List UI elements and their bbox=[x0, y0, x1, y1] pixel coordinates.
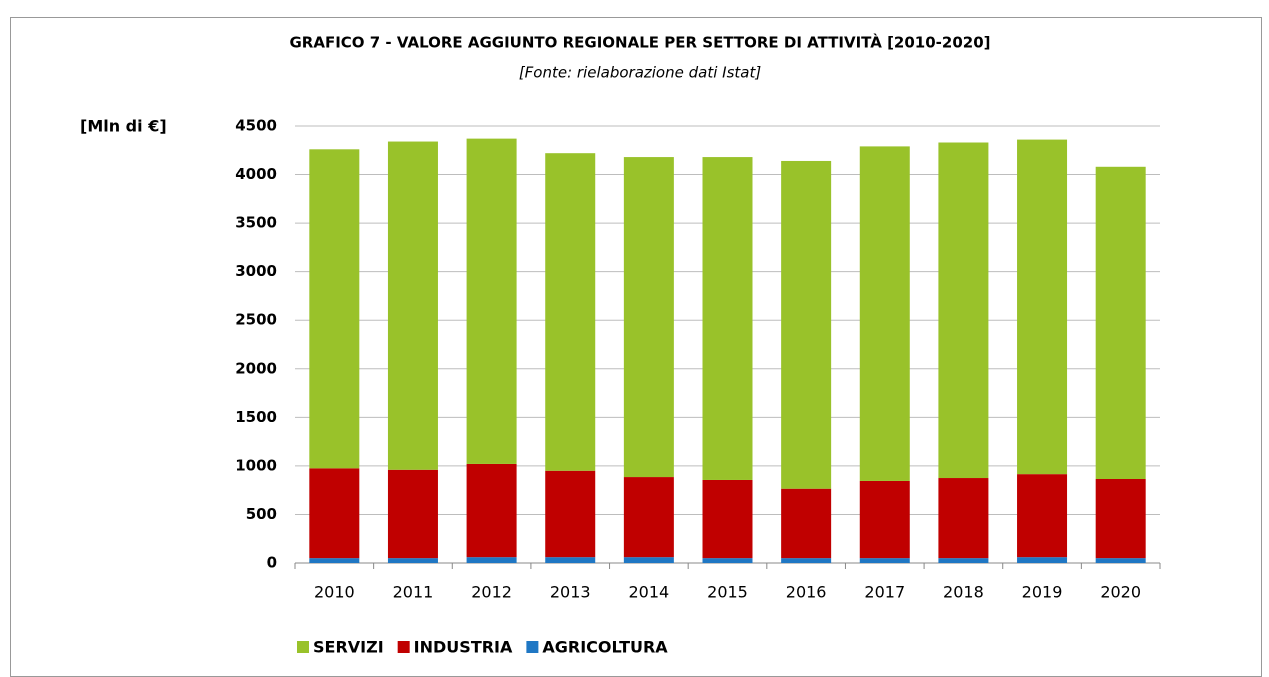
legend-label: SERVIZI bbox=[313, 638, 384, 657]
bar-segment bbox=[309, 468, 360, 559]
legend-label: INDUSTRIA bbox=[414, 638, 513, 657]
bar-segment bbox=[545, 557, 596, 563]
bar-segment bbox=[309, 149, 360, 469]
bar-segment bbox=[623, 157, 674, 478]
bar-segment bbox=[1095, 478, 1146, 559]
x-tick-label: 2012 bbox=[471, 583, 512, 602]
bar-segment bbox=[545, 153, 596, 471]
x-tick-label: 2016 bbox=[786, 583, 827, 602]
y-tick-label: 1500 bbox=[235, 408, 277, 426]
legend-swatch bbox=[297, 641, 309, 653]
x-tick-label: 2015 bbox=[707, 583, 748, 602]
bar-segment bbox=[938, 558, 989, 563]
y-tick-label: 500 bbox=[246, 505, 277, 523]
bar-segment bbox=[702, 157, 753, 480]
y-tick-label: 0 bbox=[267, 554, 277, 572]
y-tick-label: 4000 bbox=[235, 165, 277, 183]
bar-segment bbox=[859, 480, 910, 559]
x-tick-label: 2019 bbox=[1022, 583, 1063, 602]
y-tick-label: 4500 bbox=[235, 117, 277, 135]
bar-segment bbox=[781, 488, 832, 559]
x-tick-label: 2013 bbox=[550, 583, 591, 602]
x-tick-label: 2018 bbox=[943, 583, 984, 602]
y-tick-label: 1000 bbox=[235, 456, 277, 474]
bar-segment bbox=[702, 479, 753, 559]
legend-swatch bbox=[397, 641, 410, 653]
bar-segment bbox=[1095, 558, 1146, 563]
y-tick-label: 3500 bbox=[235, 214, 277, 232]
chart-title: GRAFICO 7 - VALORE AGGIUNTO REGIONALE PE… bbox=[289, 33, 990, 52]
legend-swatch bbox=[526, 641, 539, 653]
bar-segment bbox=[781, 160, 832, 489]
bar-segment bbox=[859, 146, 910, 481]
bar-segment bbox=[387, 141, 438, 470]
bar-segment bbox=[1017, 474, 1068, 558]
bar-segment bbox=[938, 142, 989, 479]
bar-segment bbox=[545, 470, 596, 558]
bar-segment bbox=[702, 558, 753, 563]
y-tick-label: 2500 bbox=[235, 311, 277, 329]
bar-segment bbox=[309, 558, 360, 563]
bar-segment bbox=[466, 138, 517, 464]
bar-segment bbox=[938, 478, 989, 559]
bar-segment bbox=[466, 463, 517, 558]
bar-segment bbox=[387, 558, 438, 563]
bar-segment bbox=[387, 469, 438, 559]
y-tick-label: 2000 bbox=[235, 359, 277, 377]
x-tick-label: 2010 bbox=[314, 583, 355, 602]
x-tick-label: 2017 bbox=[864, 583, 905, 602]
y-axis-label: [Mln di €] bbox=[80, 117, 167, 136]
bar-segment bbox=[623, 557, 674, 563]
x-tick-label: 2020 bbox=[1100, 583, 1141, 602]
bar-segment bbox=[623, 477, 674, 558]
bar-segment bbox=[1095, 166, 1146, 479]
bar-segment bbox=[781, 558, 832, 563]
bar-segment bbox=[466, 557, 517, 563]
bar-segment bbox=[859, 558, 910, 563]
chart-subtitle: [Fonte: rielaborazione dati Istat] bbox=[519, 64, 762, 82]
legend-label: AGRICOLTURA bbox=[542, 638, 668, 657]
y-tick-label: 3000 bbox=[235, 262, 277, 280]
bar-segment bbox=[1017, 557, 1068, 563]
x-tick-label: 2014 bbox=[629, 583, 670, 602]
bar-segment bbox=[1017, 139, 1068, 475]
x-tick-label: 2011 bbox=[393, 583, 434, 602]
